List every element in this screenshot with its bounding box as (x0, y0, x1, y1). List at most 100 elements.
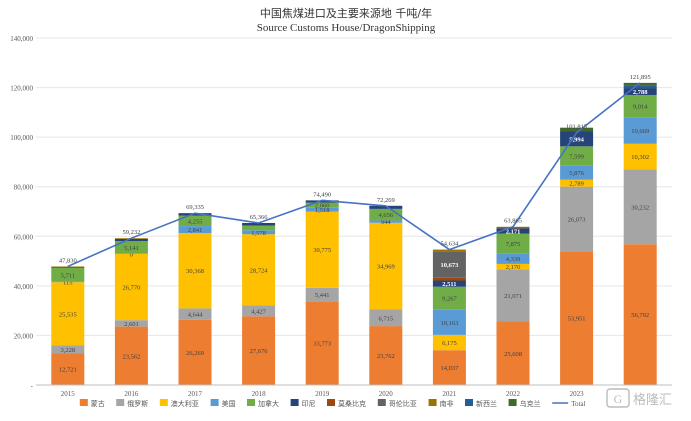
bar-data-label: 5,711 (61, 272, 75, 279)
legend-label: 美国 (222, 399, 236, 408)
bar-data-label: 26,073 (568, 216, 586, 223)
bar-data-label: 2,788 (633, 89, 648, 96)
legend-label: 俄罗斯 (127, 399, 148, 408)
legend-label: 加拿大 (258, 399, 279, 408)
bar-data-label: 4,255 (188, 218, 203, 225)
bar-data-label: 4,427 (251, 308, 266, 315)
bar-data-label: 4,656 (378, 212, 393, 219)
bar-data-label: 4,644 (188, 312, 203, 319)
total-data-label: 65,366 (250, 214, 269, 221)
legend-swatch (291, 399, 299, 406)
total-data-label: 74,490 (313, 191, 331, 198)
bar-data-label: 7,599 (569, 153, 584, 160)
legend-swatch (247, 399, 255, 406)
bar-data-label: 6,715 (378, 315, 393, 322)
bar-data-label: 6,175 (442, 340, 457, 347)
bar-data-label: 30,775 (313, 247, 331, 254)
legend-item: 南非 (429, 399, 454, 408)
legend-label: 印尼 (302, 400, 316, 408)
legend-item: 印尼 (291, 399, 316, 408)
total-data-label: 63,865 (504, 218, 522, 225)
bar-data-label: 10,669 (631, 128, 649, 135)
bar-data-label: 23,562 (122, 353, 140, 360)
x-tick-label: 2020 (379, 390, 394, 398)
bar-data-label: 21,071 (504, 293, 522, 300)
legend-label: 哥伦比亚 (389, 399, 417, 408)
legend-item: Total (552, 400, 585, 408)
legend-item: 乌克兰 (509, 399, 541, 408)
bar-segment (433, 278, 466, 281)
legend-item: 美国 (211, 399, 236, 408)
bar-data-label: 56,792 (631, 312, 649, 319)
bar-data-label: 7,875 (506, 241, 521, 248)
bar-data-label: 33,773 (313, 341, 331, 348)
bar-data-label: 23,762 (377, 353, 395, 360)
total-data-label: 54,634 (440, 241, 459, 248)
total-data-label: 59,232 (122, 229, 140, 236)
total-data-label: 47,830 (59, 257, 77, 264)
legend-label: 澳大利亚 (171, 399, 199, 408)
bar-data-label: 10,302 (631, 154, 649, 161)
y-axis: -20,00040,00060,00080,000100,000120,0001… (10, 35, 33, 390)
legend-item: 新西兰 (465, 399, 497, 408)
watermark-logo-glyph: G (614, 392, 623, 406)
bar-data-label: 27,676 (250, 348, 269, 355)
total-data-label: 121,895 (630, 74, 651, 81)
bar-data-label: 2,171 (506, 228, 521, 235)
total-data-label: 72,269 (377, 197, 395, 204)
bar-data-label: 1,578 (251, 230, 266, 237)
legend-swatch (80, 399, 88, 406)
bar-segment (624, 85, 657, 88)
bar-data-label: 2,511 (442, 281, 456, 288)
legend-label: 乌克兰 (520, 399, 541, 408)
total-data-label: 69,335 (186, 204, 204, 211)
bar-data-label: 2,841 (188, 227, 203, 234)
x-tick-label: 2019 (315, 390, 330, 398)
bar-segment (497, 228, 530, 229)
bar-segment (51, 267, 84, 268)
total-data-label: 101,815 (566, 124, 587, 131)
y-tick-label: 140,000 (10, 35, 33, 43)
x-tick-label: 2017 (188, 390, 203, 398)
bar-data-label: 25,608 (504, 351, 522, 358)
bar-data-label: 2,060 (315, 203, 330, 210)
chart-title: 中国焦煤进口及主要来源地 千吨/年 (260, 6, 432, 20)
legend-item: 蒙古 (80, 399, 105, 408)
bar-data-label: 26,770 (122, 284, 140, 291)
legend-swatch (327, 399, 335, 406)
x-tick-label: 2016 (124, 390, 139, 398)
x-tick-label: 2015 (61, 390, 76, 398)
bar-data-label: 5,876 (569, 170, 584, 177)
bar-data-label: 25,535 (59, 311, 77, 318)
legend-item: 澳大利亚 (160, 399, 199, 408)
bar-data-label: 28,724 (250, 267, 269, 274)
watermark-text: 格隆汇 (633, 392, 672, 408)
legend-label: 蒙古 (91, 399, 105, 408)
bar-data-label: 5,141 (124, 245, 139, 252)
bar-segment (242, 225, 275, 230)
legend-label: 南非 (440, 399, 454, 408)
bar-data-label: 10,673 (440, 262, 459, 269)
bar-data-label: 12,721 (59, 367, 77, 374)
legend-item: 俄罗斯 (116, 399, 148, 408)
bar-data-label: 2,789 (569, 181, 584, 188)
bar-data-label: 9,014 (633, 104, 648, 111)
legend-swatch (465, 399, 473, 406)
legend-label: 新西兰 (476, 399, 497, 408)
bar-data-label: 53,951 (568, 316, 586, 323)
watermark-logo: G 格隆汇 (607, 389, 672, 408)
bar-data-label: 10,163 (440, 320, 458, 327)
bar-segment (115, 239, 148, 241)
legend-swatch (509, 399, 517, 406)
legend-swatch (429, 399, 437, 406)
bar-data-label: 26,269 (186, 350, 204, 357)
x-tick-label: 2018 (252, 390, 267, 398)
x-tick-label: 2023 (570, 390, 585, 398)
bar-data-label: 3,228 (60, 347, 75, 354)
total-line (68, 83, 640, 267)
y-tick-label: 80,000 (14, 184, 34, 192)
